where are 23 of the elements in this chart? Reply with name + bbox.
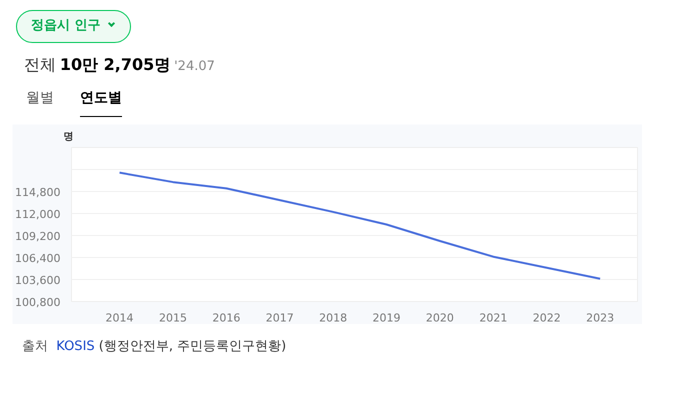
x-tick-label: 2014 [106, 312, 134, 324]
chart-title: 정읍시 인구 [16, 10, 132, 43]
x-tick-label: 2017 [266, 312, 294, 324]
x-tick-label: 2021 [479, 312, 508, 324]
y-axis-title: 명 [64, 132, 74, 142]
x-tick-label: 2018 [319, 312, 348, 324]
y-tick-label: 112,000 [15, 208, 61, 221]
x-tick-label: 2016 [212, 312, 240, 324]
text: 연도별 [80, 90, 122, 117]
x-tick-label: 2023 [586, 312, 614, 324]
line-series [118, 172, 602, 280]
y-tick-label: 103,600 [15, 274, 61, 287]
y-tick-label: 106,400 [15, 252, 61, 265]
y-tick-label: 114,800 [15, 186, 61, 199]
x-tick-label: 2019 [372, 312, 401, 324]
x-tick-label: 2020 [426, 312, 454, 324]
chart-subtitle: 전체 10만 2,705명 '24.07 [24, 55, 215, 74]
x-tick-label: 2015 [158, 312, 187, 324]
source-note: 출처 KOSIS (행정안전부, 주민등록인구현황) [22, 339, 286, 354]
text: 월별 [26, 90, 54, 106]
y-tick-label: 109,200 [15, 230, 61, 243]
y-tick-label: 100,800 [15, 296, 61, 309]
x-tick-label: 2022 [532, 312, 561, 324]
